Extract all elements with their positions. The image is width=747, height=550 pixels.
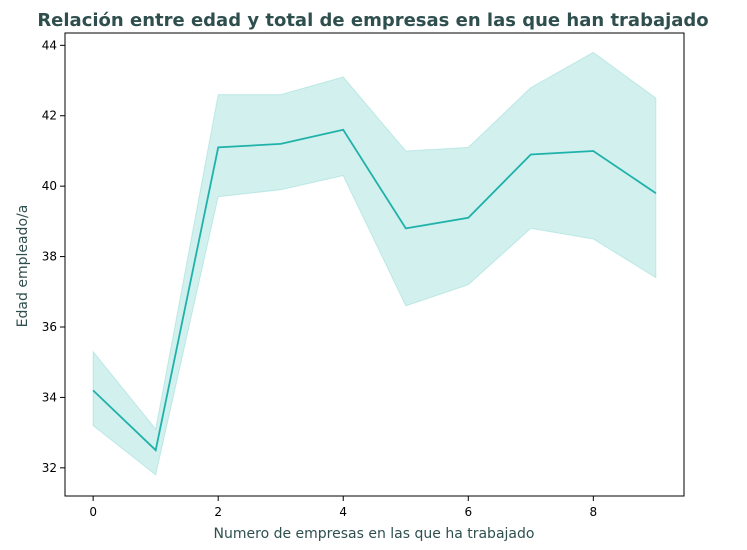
data-point (217, 146, 220, 149)
chart-title: Relación entre edad y total de empresas … (37, 10, 708, 31)
confidence-band (92, 51, 657, 476)
data-point (654, 192, 657, 195)
y-tick-label: 36 (42, 320, 57, 334)
x-tick-label: 0 (89, 505, 97, 519)
data-point (467, 216, 470, 219)
x-tick-label: 4 (339, 505, 347, 519)
y-tick-label: 38 (42, 250, 57, 264)
data-point (154, 449, 157, 452)
y-tick-label: 40 (42, 179, 57, 193)
data-point (592, 150, 595, 153)
series-line (92, 128, 657, 452)
data-point (279, 142, 282, 145)
y-axis-label: Edad empleado/a (15, 205, 31, 328)
data-point (529, 153, 532, 156)
x-axis-label: Numero de empresas en las que ha trabaja… (214, 526, 535, 542)
y-tick-label: 32 (42, 461, 57, 475)
y-tick-label: 34 (42, 390, 57, 404)
data-point (92, 389, 95, 392)
x-tick-label: 6 (464, 505, 472, 519)
data-point (404, 227, 407, 230)
y-tick-label: 44 (42, 38, 57, 52)
plot-area (92, 51, 657, 476)
data-point (342, 128, 345, 131)
x-tick-label: 2 (214, 505, 222, 519)
x-tick-label: 8 (590, 505, 598, 519)
y-tick-label: 42 (42, 109, 57, 123)
axis-ticks: 0 2 4 6 8 32 34 36 38 40 42 44 (42, 38, 597, 519)
axes-frame (64, 32, 685, 497)
